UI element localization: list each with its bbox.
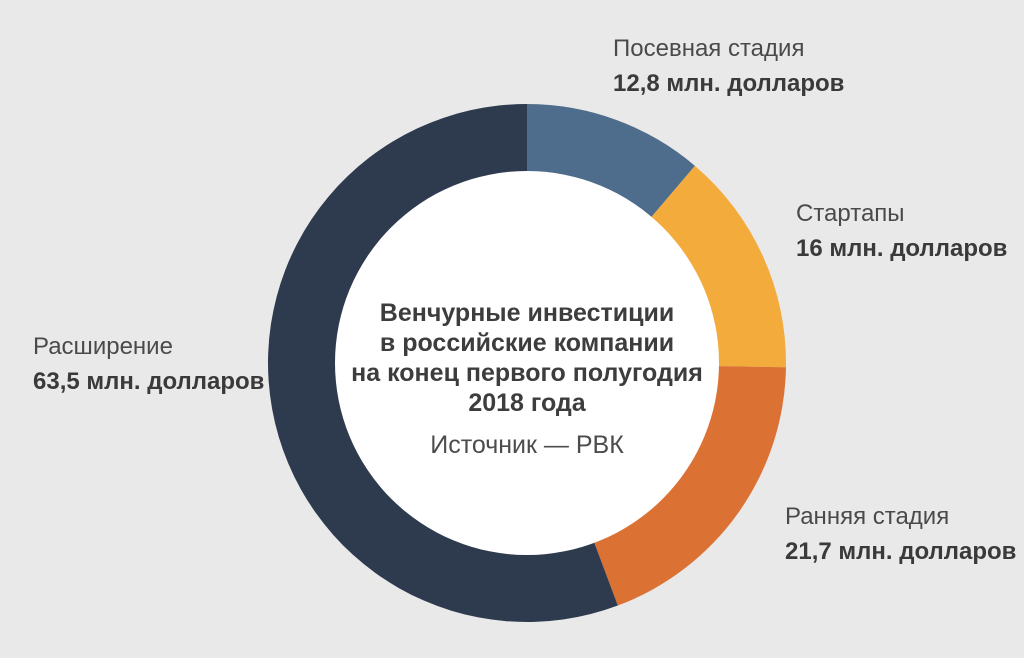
segment-label-expansion: Расширение (33, 333, 173, 360)
chart-source: Источник — РВК (430, 431, 624, 459)
segment-label-startups: Стартапы (796, 200, 905, 227)
segment-value-early-stage: 21,7 млн. долларов (785, 538, 1017, 565)
segment-value-startups: 16 млн. долларов (796, 235, 1008, 262)
segment-label-early-stage: Ранняя стадия (785, 503, 950, 530)
segment-value-expansion: 63,5 млн. долларов (33, 368, 265, 395)
chart-title-line-2: в российские компании (379, 329, 675, 357)
chart-title-line-4: 2018 года (468, 389, 586, 417)
chart-title-line-1: Венчурные инвестиции (379, 299, 675, 327)
chart-center: Венчурные инвестиции в российские компан… (327, 298, 727, 459)
callout-startups: Стартапы 16 млн. долларов (796, 200, 1007, 263)
chart-title-line-3: на конец первого полугодия (351, 359, 703, 387)
callout-seed-stage: Посевная стадия 12,8 млн. долларов (613, 35, 844, 98)
donut-hole (335, 171, 719, 555)
segment-value-seed-stage: 12,8 млн. долларов (613, 70, 845, 97)
segment-label-seed-stage: Посевная стадия (613, 35, 805, 62)
callout-expansion: Расширение 63,5 млн. долларов (33, 333, 264, 396)
chart-title: Венчурные инвестиции в российские компан… (327, 298, 727, 418)
callout-early-stage: Ранняя стадия 21,7 млн. долларов (785, 503, 1016, 566)
